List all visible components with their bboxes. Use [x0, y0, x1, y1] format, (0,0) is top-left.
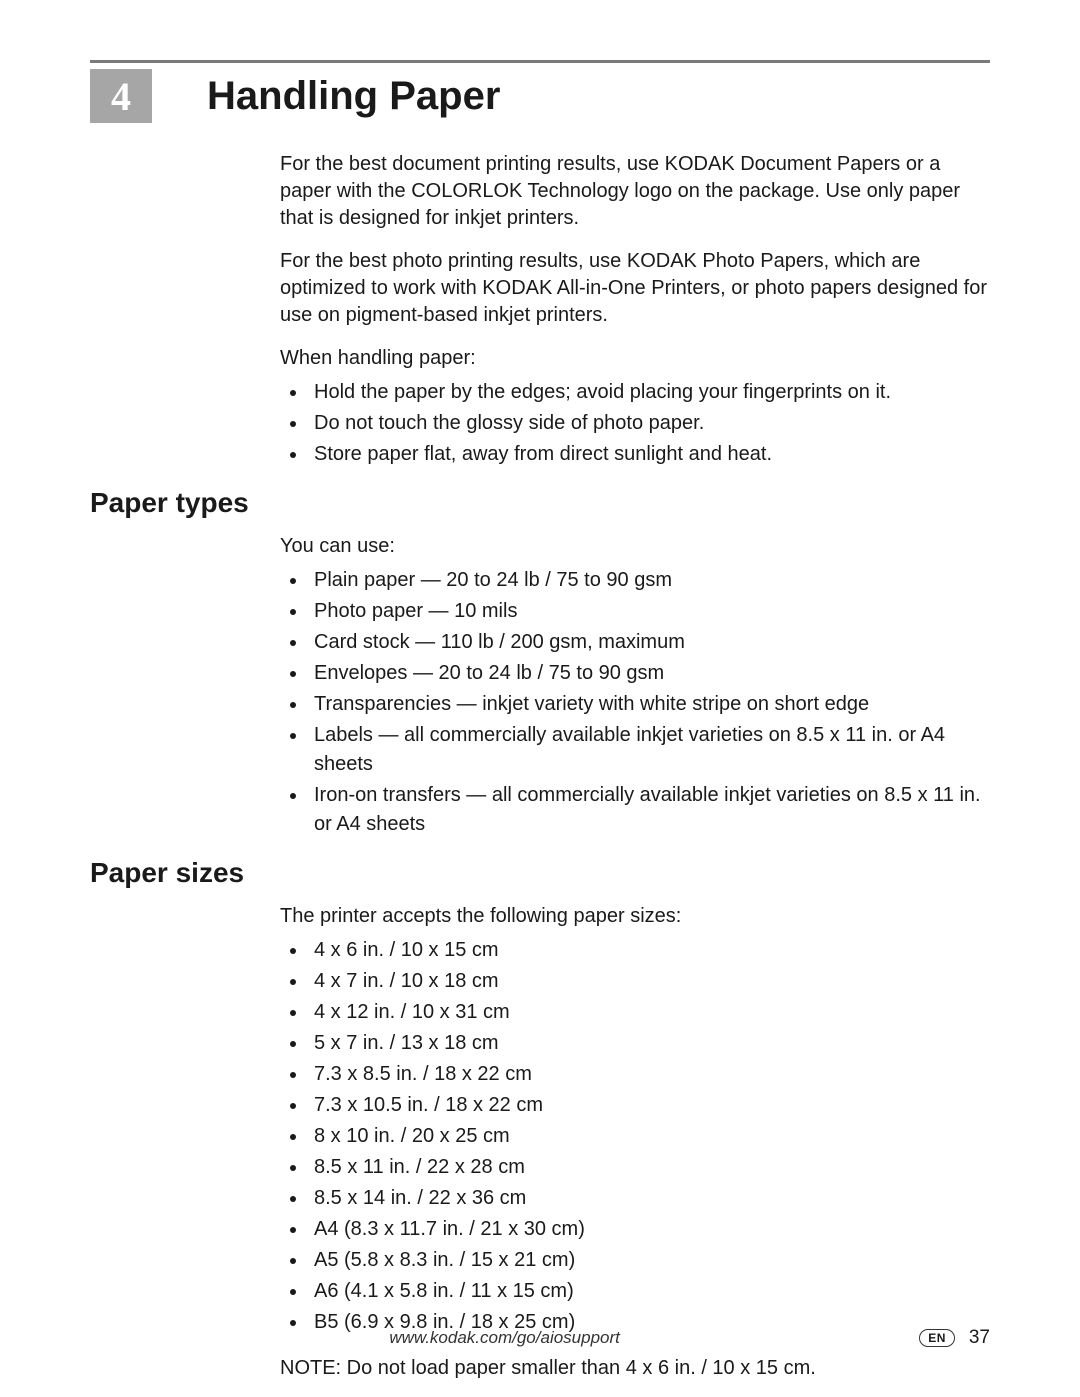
footer-right: EN 37: [919, 1327, 990, 1349]
list-item: 7.3 x 10.5 in. / 18 x 22 cm: [308, 1091, 990, 1120]
list-item: 8.5 x 11 in. / 22 x 28 cm: [308, 1153, 990, 1182]
language-badge: EN: [919, 1329, 955, 1347]
paper-sizes-note: NOTE: Do not load paper smaller than 4 x…: [280, 1355, 990, 1382]
list-item: Iron-on transfers — all commercially ava…: [308, 781, 990, 839]
intro-lead: When handling paper:: [280, 345, 990, 372]
list-item: 8 x 10 in. / 20 x 25 cm: [308, 1122, 990, 1151]
top-rule: [90, 60, 990, 63]
paper-sizes-block: The printer accepts the following paper …: [280, 903, 990, 1382]
page-number: 37: [969, 1327, 990, 1349]
list-item: Store paper flat, away from direct sunli…: [308, 440, 990, 469]
paper-types-list: Plain paper — 20 to 24 lb / 75 to 90 gsm…: [280, 566, 990, 839]
intro-bullet-list: Hold the paper by the edges; avoid placi…: [280, 378, 990, 469]
list-item: 8.5 x 14 in. / 22 x 36 cm: [308, 1184, 990, 1213]
list-item: Photo paper — 10 mils: [308, 597, 990, 626]
chapter-number-box: 4: [90, 69, 152, 123]
list-item: A5 (5.8 x 8.3 in. / 15 x 21 cm): [308, 1246, 990, 1275]
chapter-header: 4 Handling Paper: [90, 69, 990, 123]
list-item: A4 (8.3 x 11.7 in. / 21 x 30 cm): [308, 1215, 990, 1244]
section-heading-paper-types: Paper types: [90, 487, 990, 519]
list-item: Plain paper — 20 to 24 lb / 75 to 90 gsm: [308, 566, 990, 595]
paper-types-lead: You can use:: [280, 533, 990, 560]
list-item: Envelopes — 20 to 24 lb / 75 to 90 gsm: [308, 659, 990, 688]
chapter-title: Handling Paper: [207, 74, 500, 119]
chapter-number: 4: [111, 73, 131, 120]
paper-sizes-list: 4 x 6 in. / 10 x 15 cm 4 x 7 in. / 10 x …: [280, 936, 990, 1337]
paper-types-block: You can use: Plain paper — 20 to 24 lb /…: [280, 533, 990, 839]
document-page: 4 Handling Paper For the best document p…: [0, 0, 1080, 1397]
list-item: Card stock — 110 lb / 200 gsm, maximum: [308, 628, 990, 657]
section-heading-paper-sizes: Paper sizes: [90, 857, 990, 889]
list-item: Hold the paper by the edges; avoid placi…: [308, 378, 990, 407]
list-item: 7.3 x 8.5 in. / 18 x 22 cm: [308, 1060, 990, 1089]
page-footer: www.kodak.com/go/aiosupport EN 37: [90, 1327, 990, 1349]
list-item: A6 (4.1 x 5.8 in. / 11 x 15 cm): [308, 1277, 990, 1306]
list-item: 4 x 6 in. / 10 x 15 cm: [308, 936, 990, 965]
list-item: 4 x 7 in. / 10 x 18 cm: [308, 967, 990, 996]
footer-url: www.kodak.com/go/aiosupport: [90, 1328, 919, 1348]
list-item: Labels — all commercially available inkj…: [308, 721, 990, 779]
list-item: Transparencies — inkjet variety with whi…: [308, 690, 990, 719]
list-item: Do not touch the glossy side of photo pa…: [308, 409, 990, 438]
list-item: 5 x 7 in. / 13 x 18 cm: [308, 1029, 990, 1058]
intro-paragraph-2: For the best photo printing results, use…: [280, 248, 990, 329]
intro-paragraph-1: For the best document printing results, …: [280, 151, 990, 232]
paper-sizes-lead: The printer accepts the following paper …: [280, 903, 990, 930]
intro-block: For the best document printing results, …: [280, 151, 990, 469]
list-item: 4 x 12 in. / 10 x 31 cm: [308, 998, 990, 1027]
